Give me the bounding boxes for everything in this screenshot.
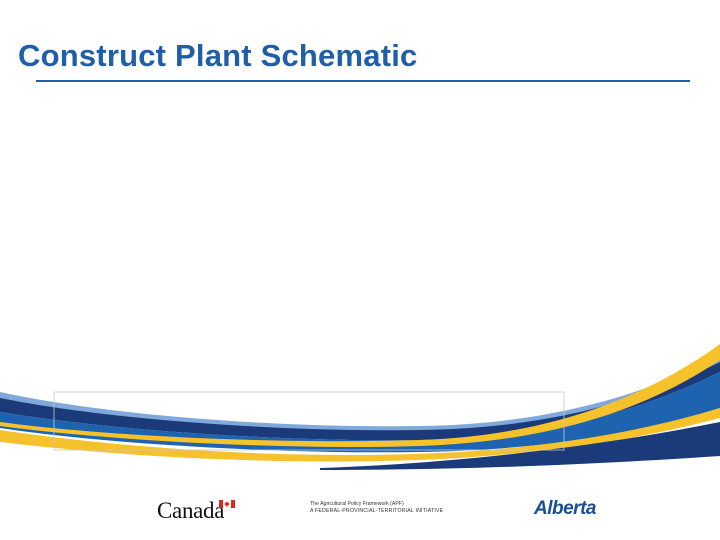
alberta-wordmark: Alberta (534, 498, 596, 519)
swoosh-band-navy-bottom (320, 422, 720, 470)
swoosh-band-gold-lower (0, 408, 720, 462)
title-underline (36, 80, 690, 82)
slide-title: Construct Plant Schematic (18, 38, 418, 73)
swoosh-band-navy-top (0, 362, 720, 441)
decorative-swoosh (0, 344, 720, 480)
apf-caption: The Agricultural Policy Framework (APF) … (310, 501, 470, 515)
swoosh-frame (53, 391, 565, 451)
canada-flag-icon (219, 500, 235, 508)
apf-line-2: A FEDERAL-PROVINCIAL-TERRITORIAL INITIAT… (310, 508, 444, 514)
canada-wordmark: Canada (157, 498, 225, 523)
apf-line-1: The Agricultural Policy Framework (APF) (310, 501, 404, 507)
